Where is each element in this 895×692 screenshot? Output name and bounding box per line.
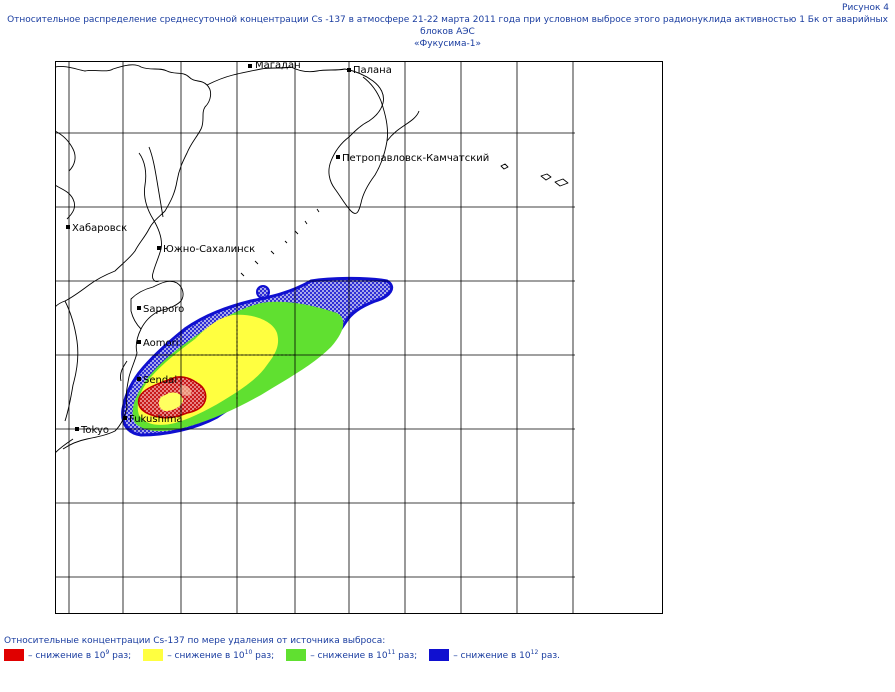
zone-blue-islet [256, 285, 270, 299]
zone-yellow-core [158, 392, 183, 411]
legend-label: – снижение в 109 раз; [28, 649, 132, 661]
legend-label: – снижение в 1011 раз; [310, 649, 418, 661]
map-grid-dotted [165, 321, 295, 401]
svg-text:Магадан: Магадан [255, 61, 301, 71]
city-sapporo: Sapporo [137, 304, 184, 315]
svg-text:Tokyo: Tokyo [80, 425, 109, 436]
map-frame [55, 61, 663, 614]
legend-swatch-yellow [143, 649, 164, 661]
svg-text:Хабаровск: Хабаровск [72, 223, 127, 234]
city-aomori: Aomori [137, 338, 179, 349]
legend-item-green: – снижение в 1011 раз; [286, 649, 417, 661]
svg-text:Fukushima: Fukushima [129, 414, 183, 425]
svg-text:Sapporo: Sapporo [143, 304, 184, 315]
legend-label: – снижение в 1010 раз; [167, 649, 275, 661]
legend-title: Относительные концентрации Cs-137 по мер… [4, 636, 386, 646]
legend-swatch-blue [429, 649, 450, 661]
svg-text:Петропавловск-Камчатский: Петропавловск-Камчатский [342, 153, 489, 164]
svg-text:Южно-Сахалинск: Южно-Сахалинск [163, 244, 255, 255]
figure-number: Рисунок 4 [842, 3, 889, 13]
city-palana: Палана [347, 65, 392, 76]
legend-swatch-green [286, 649, 307, 661]
city-yuzhno-sakhalinsk: Южно-Сахалинск [157, 244, 255, 255]
figure-title: Относительное распределение среднесуточн… [0, 14, 895, 50]
coastlines [55, 64, 569, 454]
svg-text:Sendai: Sendai [143, 375, 177, 386]
city-magadan: Магадан [248, 61, 301, 71]
legend-item-yellow: – снижение в 1010 раз; [143, 649, 274, 661]
concentration-zones [121, 276, 394, 437]
svg-text:Aomori: Aomori [143, 338, 179, 349]
legend-item-blue: – снижение в 1012 раз. [429, 649, 560, 661]
legend: – снижение в 109 раз; – снижение в 1010 … [4, 649, 572, 661]
legend-label: – снижение в 1012 раз. [453, 649, 561, 661]
legend-swatch-red [4, 649, 24, 661]
map-background [55, 61, 663, 614]
city-petropavlovsk: Петропавловск-Камчатский [336, 153, 489, 164]
city-markers: Магадан Палана Петропавловск-Камчатский … [66, 61, 489, 436]
city-sendai: Sendai [137, 375, 177, 386]
title-line-1: Относительное распределение среднесуточн… [7, 15, 888, 37]
city-fukushima: Fukushima [123, 414, 183, 425]
zone-red-mottle [179, 385, 192, 396]
city-tokyo: Tokyo [75, 425, 109, 436]
svg-text:Палана: Палана [353, 65, 392, 76]
city-khabarovsk: Хабаровск [66, 223, 127, 234]
legend-item-red: – снижение в 109 раз; [4, 649, 131, 661]
dispersion-map: Магадан Палана Петропавловск-Камчатский … [55, 61, 663, 614]
title-line-2: «Фукусима-1» [414, 39, 481, 49]
